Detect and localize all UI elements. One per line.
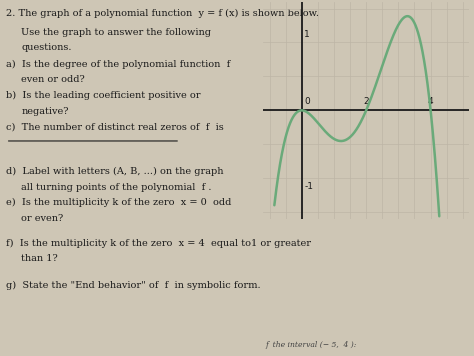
Text: f  the interval (− 5,  4 ):: f the interval (− 5, 4 ): <box>265 341 357 349</box>
Text: even or odd?: even or odd? <box>21 75 85 84</box>
Text: than 1?: than 1? <box>21 254 58 263</box>
Text: c)  The number of distinct real zeros of  f  is: c) The number of distinct real zeros of … <box>6 122 223 131</box>
Text: all turning points of the polynomial  f .: all turning points of the polynomial f . <box>21 183 212 192</box>
Text: 1: 1 <box>304 30 310 39</box>
Text: b)  Is the leading coefficient positive or: b) Is the leading coefficient positive o… <box>6 91 200 100</box>
Text: f)  Is the multiplicity k of the zero  x = 4  equal to1 or greater: f) Is the multiplicity k of the zero x =… <box>6 239 310 248</box>
Text: -1: -1 <box>304 182 313 190</box>
Text: 2: 2 <box>364 96 369 106</box>
Text: questions.: questions. <box>21 43 72 52</box>
Text: or even?: or even? <box>21 214 64 223</box>
Text: e)  Is the multiplicity k of the zero  x = 0  odd: e) Is the multiplicity k of the zero x =… <box>6 198 231 208</box>
Text: 2. The graph of a polynomial function  y = f (x) is shown below.: 2. The graph of a polynomial function y … <box>6 9 319 18</box>
Text: 4: 4 <box>428 96 433 106</box>
Text: negative?: negative? <box>21 107 69 116</box>
Text: g)  State the "End behavior" of  f  in symbolic form.: g) State the "End behavior" of f in symb… <box>6 281 260 290</box>
Text: Use the graph to answer the following: Use the graph to answer the following <box>21 28 211 37</box>
Text: a)  Is the degree of the polynomial function  f: a) Is the degree of the polynomial funct… <box>6 60 230 69</box>
Text: 0: 0 <box>304 96 310 106</box>
Text: d)  Label with letters (A, B, ...) on the graph: d) Label with letters (A, B, ...) on the… <box>6 167 223 177</box>
